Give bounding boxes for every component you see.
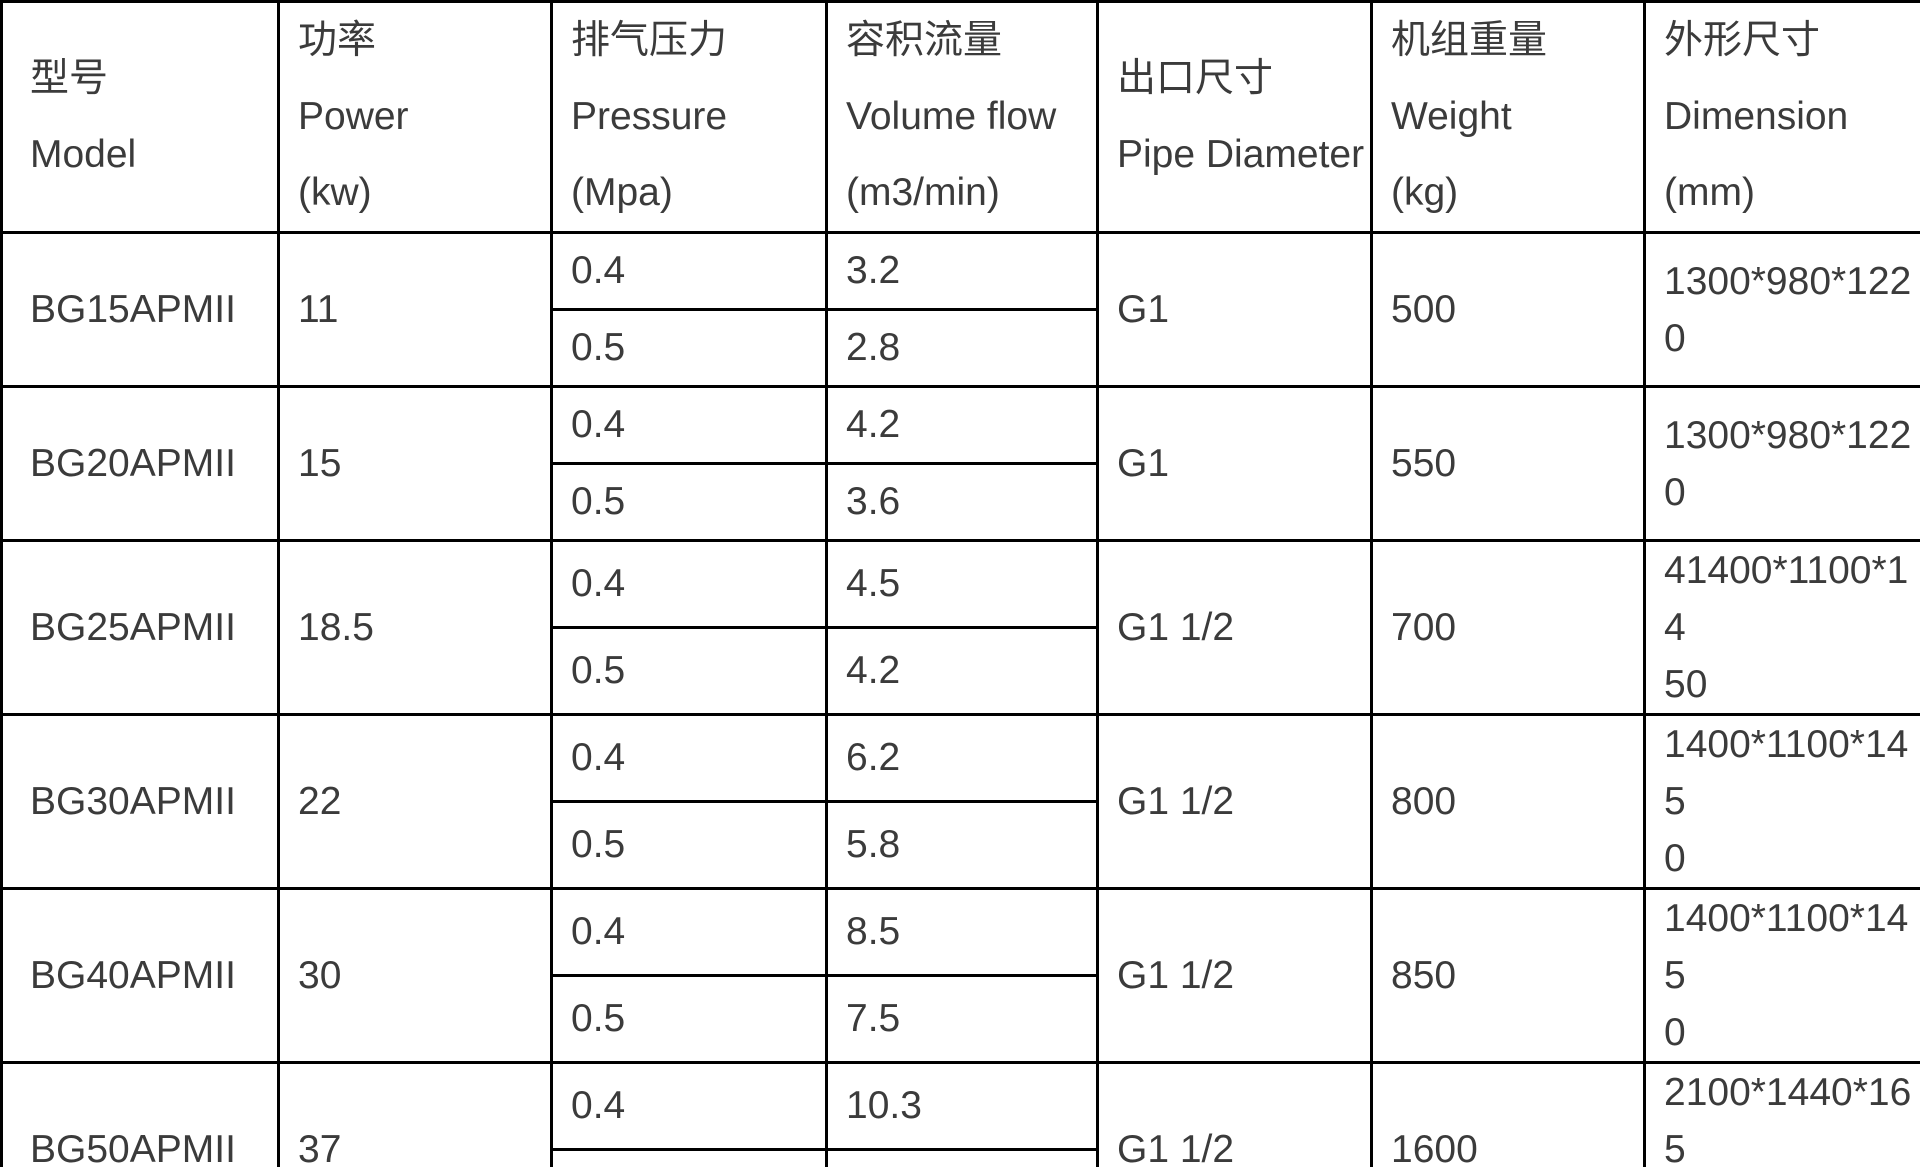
power-cell: 22 bbox=[280, 716, 553, 890]
power-cell: 11 bbox=[280, 234, 553, 388]
power-cell: 30 bbox=[280, 890, 553, 1064]
header-cell-model: 型号 Model bbox=[3, 3, 280, 234]
weight-cell: 850 bbox=[1373, 890, 1646, 1064]
header-dimension-cn: 外形尺寸 bbox=[1664, 19, 1821, 62]
table-sub-row: 0.5 3.6 bbox=[3, 465, 1920, 542]
header-dimension-en: Dimension bbox=[1664, 95, 1849, 138]
header-model-cn: 型号 bbox=[30, 57, 109, 100]
pipe-cell: G1 bbox=[1099, 234, 1373, 388]
header-power-en: Power bbox=[298, 95, 409, 138]
header-cell-power: 功率 Power (kw) bbox=[280, 3, 553, 234]
flow-cell: 6.2 bbox=[828, 716, 1099, 803]
table-row: BG40APMII 30 0.4 8.5 G1 1/2 850 1400*110… bbox=[3, 890, 1920, 1064]
table-row: BG25APMII 18.5 0.4 4.5 G1 1/2 700 41400*… bbox=[3, 542, 1920, 716]
pressure-cell: 0.4 bbox=[553, 716, 828, 803]
header-weight-unit: (kg) bbox=[1391, 171, 1459, 214]
header-flow-cn: 容积流量 bbox=[846, 19, 1003, 62]
pressure-cell: 0.4 bbox=[553, 542, 828, 629]
pressure-cell: 0.5 bbox=[553, 803, 828, 890]
header-power-cn: 功率 bbox=[298, 19, 377, 62]
flow-cell: 7.5 bbox=[828, 977, 1099, 1064]
header-power-unit: (kw) bbox=[298, 171, 372, 214]
weight-cell: 500 bbox=[1373, 234, 1646, 388]
flow-cell: 3.2 bbox=[828, 234, 1099, 311]
model-cell: BG30APMII bbox=[3, 716, 280, 890]
flow-cell: 5.8 bbox=[828, 803, 1099, 890]
flow-cell: 2.8 bbox=[828, 311, 1099, 388]
pressure-cell: 0.4 bbox=[553, 388, 828, 465]
dimension-cell: 1300*980*1220 bbox=[1646, 234, 1920, 388]
header-cell-weight: 机组重量 Weight (kg) bbox=[1373, 3, 1646, 234]
pressure-cell: 0.4 bbox=[553, 234, 828, 311]
power-cell: 18.5 bbox=[280, 542, 553, 716]
dimension-cell: 1400*1100*145 0 bbox=[1646, 716, 1920, 890]
header-dimension-unit: (mm) bbox=[1664, 171, 1755, 214]
dimension-cell: 1400*1100*145 0 bbox=[1646, 890, 1920, 1064]
table-sub-row: 0.5 4.2 bbox=[3, 629, 1920, 716]
pipe-cell: G1 1/2 bbox=[1099, 542, 1373, 716]
table-header-row: 型号 Model 功率 Power (kw) 排气压力 Pressure (Mp… bbox=[3, 3, 1920, 234]
header-model-en: Model bbox=[30, 133, 137, 176]
pressure-cell: 0.5 bbox=[553, 977, 828, 1064]
pressure-cell: 0.5 bbox=[553, 311, 828, 388]
header-weight-en: Weight bbox=[1391, 95, 1512, 138]
table-row: BG50APMII 37 0.4 10.3 G1 1/2 1600 2100*1… bbox=[3, 1064, 1920, 1167]
flow-cell: 3.6 bbox=[828, 465, 1099, 542]
dimension-cell: 2100*1440*165 0 bbox=[1646, 1064, 1920, 1167]
header-pipe-cn: 出口尺寸 bbox=[1117, 57, 1274, 100]
table-sub-row: 0.5 5.8 bbox=[3, 803, 1920, 890]
model-cell: BG40APMII bbox=[3, 890, 280, 1064]
flow-cell: 4.2 bbox=[828, 629, 1099, 716]
pressure-cell: 0.5 bbox=[553, 1151, 828, 1167]
pressure-cell: 0.5 bbox=[553, 629, 828, 716]
table-sub-row: 0.5 7.5 bbox=[3, 977, 1920, 1064]
model-cell: BG25APMII bbox=[3, 542, 280, 716]
header-cell-dimension: 外形尺寸 Dimension (mm) bbox=[1646, 3, 1920, 234]
table-row: BG15APMII 11 0.4 3.2 G1 500 1300*980*122… bbox=[3, 234, 1920, 388]
pressure-cell: 0.4 bbox=[553, 890, 828, 977]
flow-cell: 10.3 bbox=[828, 1064, 1099, 1151]
dimension-cell: 41400*1100*14 50 bbox=[1646, 542, 1920, 716]
weight-cell: 700 bbox=[1373, 542, 1646, 716]
header-cell-pipe: 出口尺寸 Pipe Diameter bbox=[1099, 3, 1373, 234]
header-pressure-cn: 排气压力 bbox=[571, 19, 728, 62]
pipe-cell: G1 1/2 bbox=[1099, 890, 1373, 1064]
pressure-cell: 0.5 bbox=[553, 465, 828, 542]
table-row: BG20APMII 15 0.4 4.2 G1 550 1300*980*122… bbox=[3, 388, 1920, 542]
pipe-cell: G1 1/2 bbox=[1099, 1064, 1373, 1167]
flow-cell: 9.5 bbox=[828, 1151, 1099, 1167]
table-sub-row: 0.5 9.5 bbox=[3, 1151, 1920, 1167]
weight-cell: 800 bbox=[1373, 716, 1646, 890]
power-cell: 37 bbox=[280, 1064, 553, 1167]
header-flow-en: Volume flow bbox=[846, 95, 1057, 138]
header-pressure-unit: (Mpa) bbox=[571, 171, 673, 214]
pressure-cell: 0.4 bbox=[553, 1064, 828, 1151]
model-cell: BG50APMII bbox=[3, 1064, 280, 1167]
model-cell: BG15APMII bbox=[3, 234, 280, 388]
header-pressure-en: Pressure bbox=[571, 95, 728, 138]
pipe-cell: G1 1/2 bbox=[1099, 716, 1373, 890]
flow-cell: 4.2 bbox=[828, 388, 1099, 465]
power-cell: 15 bbox=[280, 388, 553, 542]
flow-cell: 8.5 bbox=[828, 890, 1099, 977]
weight-cell: 1600 bbox=[1373, 1064, 1646, 1167]
weight-cell: 550 bbox=[1373, 388, 1646, 542]
header-flow-unit: (m3/min) bbox=[846, 171, 1000, 214]
header-cell-pressure: 排气压力 Pressure (Mpa) bbox=[553, 3, 828, 234]
table-row: BG30APMII 22 0.4 6.2 G1 1/2 800 1400*110… bbox=[3, 716, 1920, 890]
flow-cell: 4.5 bbox=[828, 542, 1099, 629]
table-sub-row: 0.5 2.8 bbox=[3, 311, 1920, 388]
model-cell: BG20APMII bbox=[3, 388, 280, 542]
dimension-cell: 1300*980*1220 bbox=[1646, 388, 1920, 542]
header-pipe-en: Pipe Diameter bbox=[1117, 133, 1365, 176]
pipe-cell: G1 bbox=[1099, 388, 1373, 542]
header-cell-flow: 容积流量 Volume flow (m3/min) bbox=[828, 3, 1099, 234]
header-weight-cn: 机组重量 bbox=[1391, 19, 1548, 62]
